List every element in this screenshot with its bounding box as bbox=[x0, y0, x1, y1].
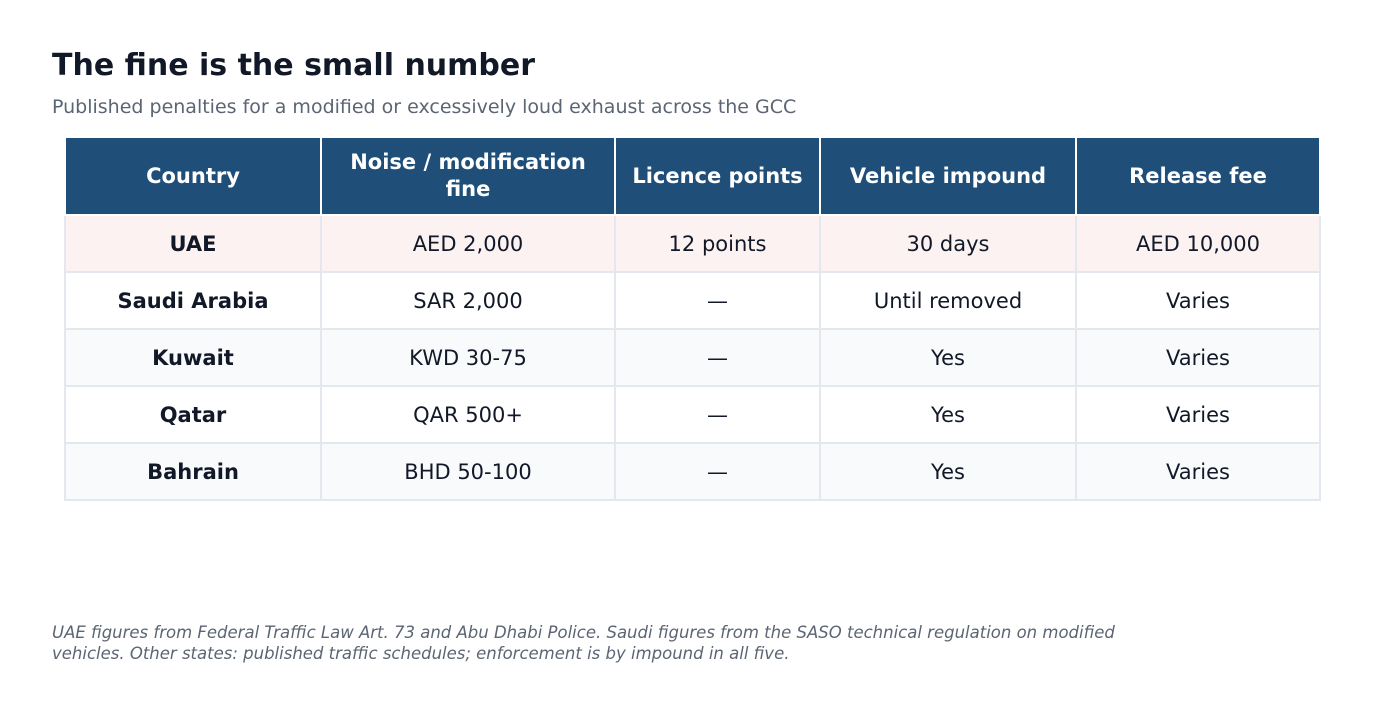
country-cell: Saudi Arabia bbox=[64, 271, 322, 330]
country-cell: Qatar bbox=[64, 385, 322, 444]
header-row: Country Noise / modification fine Licenc… bbox=[64, 136, 1321, 216]
table-header: Country Noise / modification fine Licenc… bbox=[64, 136, 1321, 216]
column-header-fine: Noise / modification fine bbox=[320, 136, 616, 216]
release-fee-cell: AED 10,000 bbox=[1075, 214, 1321, 273]
points-cell: 12 points bbox=[614, 214, 821, 273]
points-cell: — bbox=[614, 385, 821, 444]
release-fee-cell: Varies bbox=[1075, 385, 1321, 444]
fine-cell: KWD 30-75 bbox=[320, 328, 616, 387]
column-header-release: Release fee bbox=[1075, 136, 1321, 216]
table-row-kuwait: Kuwait KWD 30-75 — Yes Varies bbox=[64, 328, 1321, 387]
country-cell: Kuwait bbox=[64, 328, 322, 387]
impound-cell: Until removed bbox=[819, 271, 1077, 330]
column-header-country: Country bbox=[64, 136, 322, 216]
table-row-qatar: Qatar QAR 500+ — Yes Varies bbox=[64, 385, 1321, 444]
column-header-points: Licence points bbox=[614, 136, 821, 216]
fine-cell: QAR 500+ bbox=[320, 385, 616, 444]
table-row-uae: UAE AED 2,000 12 points 30 days AED 10,0… bbox=[64, 214, 1321, 273]
source-footnote: UAE figures from Federal Traffic Law Art… bbox=[52, 623, 1115, 663]
impound-cell: Yes bbox=[819, 442, 1077, 501]
release-fee-cell: Varies bbox=[1075, 271, 1321, 330]
impound-cell: Yes bbox=[819, 328, 1077, 387]
country-cell: Bahrain bbox=[64, 442, 322, 501]
fine-cell: BHD 50-100 bbox=[320, 442, 616, 501]
table-row-bahrain: Bahrain BHD 50-100 — Yes Varies bbox=[64, 442, 1321, 501]
fine-cell: SAR 2,000 bbox=[320, 271, 616, 330]
page-title: The fine is the small number bbox=[52, 48, 536, 83]
page-subtitle: Published penalties for a modified or ex… bbox=[52, 96, 797, 118]
release-fee-cell: Varies bbox=[1075, 442, 1321, 501]
impound-cell: 30 days bbox=[819, 214, 1077, 273]
penalties-table: Country Noise / modification fine Licenc… bbox=[64, 136, 1321, 501]
points-cell: — bbox=[614, 328, 821, 387]
release-fee-cell: Varies bbox=[1075, 328, 1321, 387]
column-header-impound: Vehicle impound bbox=[819, 136, 1077, 216]
fine-cell: AED 2,000 bbox=[320, 214, 616, 273]
table-body: UAE AED 2,000 12 points 30 days AED 10,0… bbox=[64, 214, 1321, 501]
impound-cell: Yes bbox=[819, 385, 1077, 444]
points-cell: — bbox=[614, 271, 821, 330]
country-cell: UAE bbox=[64, 214, 322, 273]
table-row-saudi-arabia: Saudi Arabia SAR 2,000 — Until removed V… bbox=[64, 271, 1321, 330]
points-cell: — bbox=[614, 442, 821, 501]
